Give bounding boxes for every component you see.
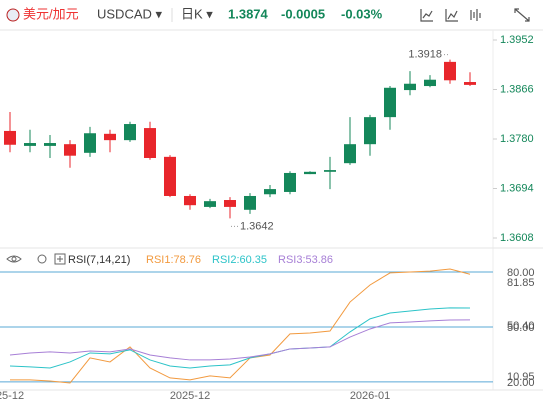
- rsi-value-label: 50.40: [507, 320, 535, 332]
- candle-body: [444, 61, 456, 81]
- candle-body: [124, 124, 136, 141]
- y-tick-label: 1.3866: [500, 83, 534, 95]
- change-pct: -0.03%: [341, 6, 383, 21]
- candle-body: [204, 201, 216, 207]
- rsi-tick-label: 80.00: [507, 267, 535, 279]
- indicator-icon[interactable]: [420, 9, 433, 22]
- candle-body: [384, 87, 396, 118]
- candle-body: [284, 172, 296, 192]
- candle-body: [364, 117, 376, 145]
- candle-body: [224, 200, 236, 207]
- candle-body: [44, 143, 56, 146]
- rsi-value-label: 10.95: [507, 371, 535, 383]
- y-tick-label: 1.3608: [500, 232, 534, 244]
- candle-body: [404, 83, 416, 91]
- candle-body: [424, 79, 436, 87]
- pair-name[interactable]: 美元/加元: [23, 6, 79, 21]
- rsi-tick-label: 20.00: [507, 377, 535, 389]
- candle-body: [244, 195, 256, 210]
- candle-body: [164, 156, 176, 196]
- price: 1.3874: [228, 6, 269, 21]
- candle-body: [324, 170, 336, 172]
- candle-body: [4, 130, 16, 145]
- rsi-line: [9, 307, 471, 369]
- legend-entry: RSI1:78.76: [146, 254, 201, 266]
- candle-body: [184, 195, 196, 206]
- rsi-tick-label: 50.00: [507, 322, 535, 334]
- legend-entry: RSI3:53.86: [278, 254, 333, 266]
- y-tick-label: 1.3694: [500, 182, 534, 194]
- candle-body: [84, 133, 96, 153]
- rsi-value-label: 81.85: [507, 277, 535, 289]
- draw-icon[interactable]: [445, 9, 458, 22]
- period[interactable]: 日K ▾: [181, 6, 213, 21]
- candle-body: [64, 144, 76, 156]
- low-annotation: 1.3642: [240, 220, 274, 232]
- eye-icon[interactable]: [6, 255, 22, 263]
- rsi-line: [10, 268, 471, 384]
- header: 美元/加元 USDCAD ▾ 日K ▾ 1.3874 -0.0005 -0.03…: [0, 6, 543, 31]
- x-tick-label: 2026-01: [350, 390, 390, 402]
- x-tick-label: 25-12: [0, 390, 24, 402]
- rsi-line: [9, 319, 471, 361]
- candle-body: [24, 143, 36, 146]
- high-annotation: 1.3918: [408, 48, 442, 60]
- fullscreen-icon[interactable]: [514, 8, 530, 22]
- y-tick-label: 1.3952: [500, 34, 534, 46]
- change: -0.0005: [281, 6, 325, 21]
- candle-body: [104, 133, 116, 141]
- legend-entry: RSI2:60.35: [212, 254, 267, 266]
- settings-icon[interactable]: [37, 254, 47, 264]
- candle-icon[interactable]: [470, 9, 481, 21]
- candle-body: [264, 189, 276, 195]
- add-icon[interactable]: [54, 253, 66, 265]
- flag-icon: [6, 8, 20, 22]
- candle-body: [144, 128, 156, 158]
- x-tick-label: 2025-12: [170, 390, 210, 402]
- candle-body: [304, 171, 316, 175]
- candle-body: [464, 82, 476, 85]
- candle-body: [344, 144, 356, 164]
- y-tick-label: 1.3780: [500, 133, 534, 145]
- symbol[interactable]: USDCAD ▾: [97, 6, 163, 21]
- indicator-name: RSI(7,14,21): [68, 254, 130, 266]
